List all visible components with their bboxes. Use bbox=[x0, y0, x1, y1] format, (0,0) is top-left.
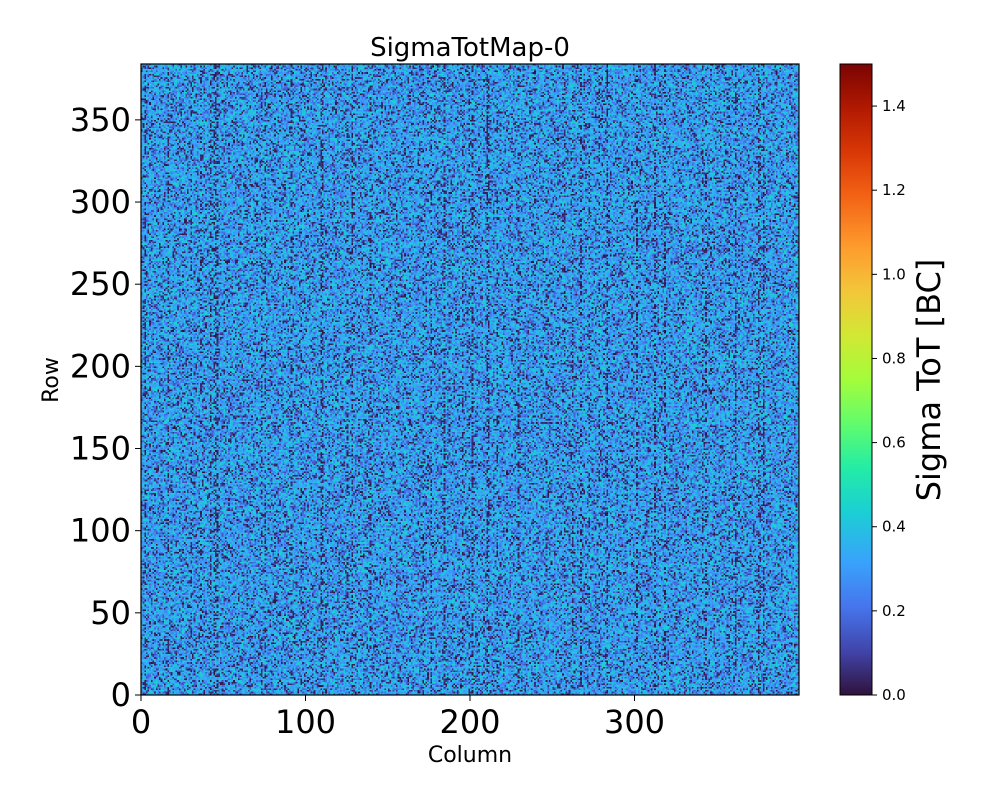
y-axis-label: Row bbox=[39, 357, 64, 403]
y-tick-label: 350 bbox=[70, 101, 131, 139]
y-tick-label: 250 bbox=[70, 265, 131, 303]
x-axis-ticks: 0 100 200 300 bbox=[131, 695, 665, 741]
y-axis-ticks: 0 50 100 150 200 250 300 350 bbox=[70, 101, 141, 714]
colorbar-frame bbox=[839, 63, 873, 696]
heatmap-area bbox=[141, 64, 799, 695]
heatmap-image bbox=[141, 64, 799, 695]
x-tick-label: 0 bbox=[131, 703, 151, 741]
colorbar-tick-label: 0.2 bbox=[882, 602, 906, 620]
y-tick-label: 150 bbox=[70, 430, 131, 468]
colorbar-tick-label: 0.8 bbox=[882, 349, 906, 367]
colorbar-tick-label: 0.0 bbox=[882, 686, 906, 704]
y-tick-label: 0 bbox=[111, 676, 131, 714]
chart-title: SigmaTotMap-0 bbox=[370, 33, 570, 63]
colorbar-tick-label: 0.6 bbox=[882, 434, 906, 452]
colorbar-tick-label: 1.2 bbox=[882, 181, 906, 199]
x-tick-label: 100 bbox=[275, 703, 336, 741]
colorbar-tick-label: 1.4 bbox=[882, 97, 906, 115]
colorbar-gradient bbox=[840, 64, 872, 695]
y-tick-label: 300 bbox=[70, 183, 131, 221]
colorbar-ticks: 0.0 0.2 0.4 0.6 0.8 1.0 1.2 1.4 bbox=[872, 97, 906, 704]
y-tick-label: 200 bbox=[70, 347, 131, 385]
colorbar-tick-label: 1.0 bbox=[882, 265, 906, 283]
y-tick-label: 100 bbox=[70, 512, 131, 550]
colorbar-tick-label: 0.4 bbox=[882, 518, 906, 536]
x-axis-label: Column bbox=[428, 743, 512, 768]
y-tick-label: 50 bbox=[90, 594, 131, 632]
x-tick-label: 300 bbox=[604, 703, 665, 741]
x-tick-label: 200 bbox=[439, 703, 500, 741]
colorbar-label: Sigma ToT [BC] bbox=[910, 259, 948, 502]
